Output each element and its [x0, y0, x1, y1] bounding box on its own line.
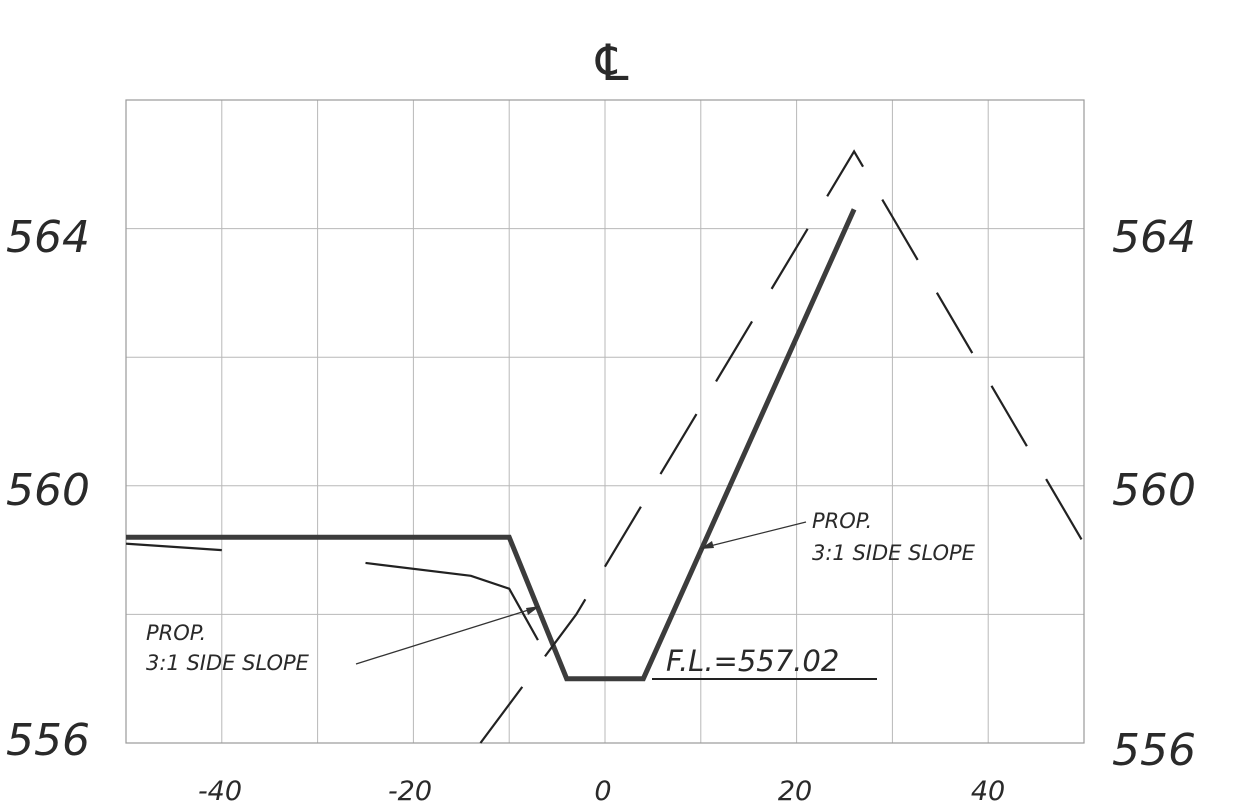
- elevation-label-left-560: 560: [6, 465, 90, 516]
- centerline-symbol: ℄: [590, 34, 635, 92]
- grid-layer: [126, 100, 1084, 743]
- x-tick-label: 0: [594, 776, 611, 805]
- left-slope-leader: [355, 606, 539, 665]
- right-slope-leader: [701, 521, 807, 549]
- elevation-label-left-556: 556: [6, 715, 90, 766]
- left-slope-note-line2: 3:1 SIDE SLOPE: [146, 651, 310, 675]
- elevation-label-right-564: 564: [1112, 212, 1196, 263]
- right-slope-arrowhead: [700, 541, 714, 549]
- x-tick-label: -20: [388, 776, 432, 805]
- proposed-profile-line: [126, 208, 857, 682]
- elevation-label-right-560: 560: [1112, 465, 1196, 516]
- x-tick-label: 20: [778, 776, 812, 805]
- left-slope-note-line1: PROP.: [146, 621, 206, 645]
- profile-lines: [125, 149, 1085, 744]
- existing-ground-line: [125, 542, 222, 552]
- plot-frame: [125, 99, 1085, 744]
- elevation-label-right-556: 556: [1112, 725, 1196, 776]
- right-slope-note-line2: 3:1 SIDE SLOPE: [812, 541, 976, 565]
- left-slope-arrowhead: [526, 606, 540, 615]
- existing-ground-dashed-line: [479, 149, 1085, 744]
- flow-line-label: F.L.=557.02: [666, 644, 839, 678]
- elevation-label-left-564: 564: [6, 212, 90, 263]
- existing-ground-line: [365, 561, 539, 641]
- x-tick-label: -40: [198, 776, 242, 805]
- right-slope-note-line1: PROP.: [812, 509, 872, 533]
- x-tick-label: 40: [971, 776, 1005, 805]
